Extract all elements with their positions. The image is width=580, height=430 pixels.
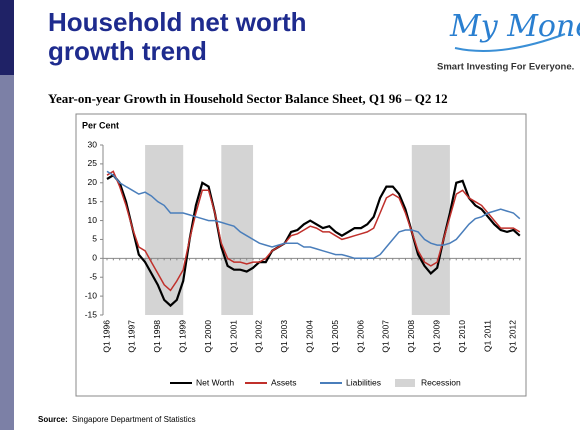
legend-label: Liabilities [346, 377, 381, 387]
y-tick-label: 15 [88, 196, 98, 206]
x-tick-label: Q1 1996 [101, 320, 111, 353]
slide-title: Household net worth [48, 7, 307, 37]
x-tick-label: Q1 2006 [355, 320, 365, 353]
x-tick-label: Q1 1997 [127, 320, 137, 353]
side-strip [0, 75, 14, 430]
x-tick-label: Q1 2011 [482, 320, 492, 352]
slide-title: growth trend [48, 36, 207, 66]
y-tick-label: 10 [88, 215, 98, 225]
y-tick-label: 5 [92, 234, 97, 244]
y-tick-label: 30 [88, 139, 98, 149]
chart-frame [75, 113, 527, 397]
y-axis-label: Per Cent [82, 120, 119, 130]
recession-band [411, 145, 450, 315]
legend-label: Recession [421, 377, 461, 387]
x-tick-label: Q1 2007 [381, 320, 391, 353]
legend-label: Net Worth [196, 377, 234, 387]
series-line [106, 170, 521, 292]
x-tick-label: Q1 2012 [508, 320, 518, 353]
legend-swatch [395, 379, 415, 387]
source-label: Source: [38, 415, 68, 424]
y-tick-label: 20 [88, 177, 98, 187]
chart-title: Year-on-year Growth in Household Sector … [48, 91, 448, 106]
x-tick-label: Q1 2010 [457, 320, 467, 353]
y-tick-label: -5 [89, 271, 97, 281]
x-tick-label: Q1 1998 [152, 320, 162, 353]
x-tick-label: Q1 2001 [228, 320, 238, 353]
x-tick-label: Q1 2004 [304, 320, 314, 353]
x-tick-label: Q1 2000 [203, 320, 213, 353]
series-line [106, 170, 521, 260]
x-tick-label: Q1 2002 [254, 320, 264, 353]
logo-brand: My Money [449, 9, 580, 44]
y-tick-label: -15 [85, 309, 98, 319]
x-tick-label: Q1 1999 [177, 320, 187, 353]
series-line [106, 173, 521, 308]
y-tick-label: -10 [85, 290, 98, 300]
logo-tagline: Smart Investing For Everyone. [437, 62, 574, 73]
source: Singapore Department of Statistics [72, 415, 196, 424]
y-tick-label: 0 [92, 253, 97, 263]
plot: -15 -10 -5 0 5 10 15 20 25 30 Q1 1996 Q1 1997 Q1 199… [85, 139, 521, 387]
recession-band [145, 145, 184, 315]
legend-label: Assets [271, 377, 297, 387]
y-tick-label: 25 [88, 158, 98, 168]
side-strip-top [0, 0, 14, 75]
x-tick-label: Q1 2003 [279, 320, 289, 353]
x-tick-label: Q1 2005 [330, 320, 340, 353]
logo-swoosh [454, 33, 566, 52]
x-tick-label: Q1 2008 [406, 320, 416, 353]
x-tick-label: Q1 2009 [431, 320, 441, 353]
